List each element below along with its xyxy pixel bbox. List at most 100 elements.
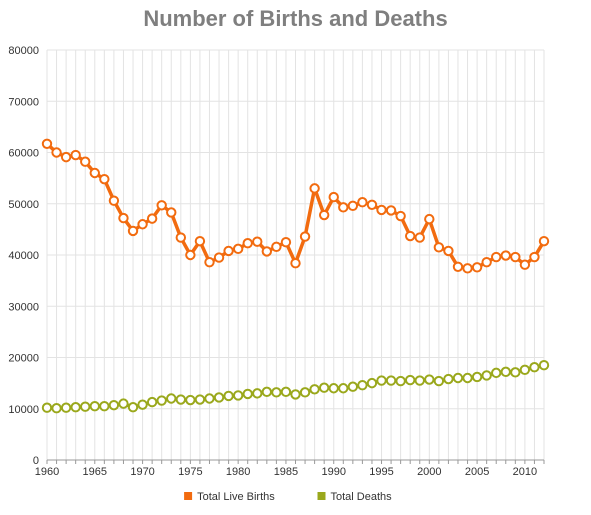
data-point-total-live-births: [538, 235, 550, 247]
data-point-total-deaths: [290, 389, 301, 400]
data-point-total-live-births: [99, 173, 110, 185]
data-point-total-deaths: [175, 394, 187, 405]
data-point-total-live-births: [338, 202, 349, 213]
data-point-total-deaths: [185, 394, 196, 406]
data-point-total-live-births: [500, 250, 511, 261]
x-tick-label: 2000: [417, 466, 441, 478]
data-point-total-live-births: [290, 258, 301, 269]
data-point-total-live-births: [510, 251, 521, 263]
data-point-total-deaths: [51, 403, 62, 414]
data-point-total-deaths: [41, 402, 53, 413]
data-point-total-live-births: [433, 242, 445, 253]
data-point-total-deaths: [357, 379, 368, 391]
data-point-total-live-births: [175, 232, 187, 243]
y-tick-label: 10000: [8, 404, 39, 416]
chart-title: Number of Births and Deaths: [143, 6, 448, 31]
data-point-total-deaths: [424, 374, 435, 385]
data-point-total-deaths: [60, 402, 72, 413]
x-tick-label: 1970: [130, 466, 154, 478]
data-point-total-live-births: [137, 219, 148, 230]
data-point-total-deaths: [252, 388, 263, 399]
data-point-total-deaths: [127, 402, 139, 413]
y-tick-label: 70000: [8, 96, 39, 108]
data-point-total-live-births: [232, 243, 244, 255]
data-point-total-live-births: [347, 200, 359, 212]
y-tick-label: 60000: [8, 148, 39, 160]
data-point-total-deaths: [70, 402, 81, 413]
data-point-total-live-births: [443, 245, 454, 257]
data-point-total-deaths: [99, 400, 110, 412]
x-tick-label: 1985: [274, 466, 298, 478]
x-tick-label: 1990: [321, 466, 345, 478]
data-point-total-live-births: [414, 232, 425, 243]
data-point-total-deaths: [146, 396, 158, 408]
data-point-total-deaths: [500, 366, 511, 378]
data-point-total-live-births: [376, 204, 387, 216]
data-point-total-live-births: [118, 212, 129, 224]
data-point-total-deaths: [347, 381, 359, 392]
data-point-total-deaths: [271, 387, 282, 398]
data-point-total-live-births: [299, 231, 311, 242]
data-point-total-deaths: [80, 401, 91, 412]
data-point-total-live-births: [70, 149, 81, 161]
data-point-total-live-births: [452, 261, 464, 272]
legend-marker-total-live-births: [184, 492, 193, 500]
data-point-total-live-births: [385, 205, 397, 216]
data-point-total-deaths: [204, 393, 215, 404]
data-point-total-live-births: [318, 209, 330, 221]
data-point-total-live-births: [60, 151, 72, 163]
data-point-total-live-births: [185, 249, 196, 261]
data-point-total-live-births: [242, 238, 253, 249]
x-tick-label: 1960: [35, 466, 59, 478]
data-point-total-deaths: [166, 393, 177, 404]
data-point-total-deaths: [433, 375, 445, 387]
x-tick-label: 1965: [83, 466, 107, 478]
data-point-total-deaths: [137, 399, 148, 410]
data-point-total-live-births: [529, 251, 540, 263]
data-point-total-live-births: [156, 200, 167, 211]
data-point-total-live-births: [213, 252, 225, 263]
data-point-total-live-births: [166, 207, 177, 218]
data-point-total-deaths: [223, 390, 234, 402]
data-point-total-deaths: [491, 367, 502, 379]
data-point-total-deaths: [213, 392, 225, 403]
data-point-total-deaths: [510, 367, 521, 378]
data-point-total-deaths: [309, 384, 320, 395]
data-point-total-live-births: [41, 138, 53, 149]
data-point-total-deaths: [328, 383, 339, 394]
data-point-total-deaths: [538, 359, 550, 371]
data-point-total-live-births: [481, 256, 492, 268]
data-point-total-deaths: [242, 388, 253, 400]
data-point-total-deaths: [194, 394, 206, 405]
data-point-total-live-births: [194, 235, 206, 247]
x-tick-label: 1995: [369, 466, 393, 478]
data-point-total-deaths: [232, 390, 244, 401]
data-point-total-live-births: [204, 256, 215, 268]
data-point-total-deaths: [385, 375, 397, 386]
data-point-total-live-births: [80, 156, 91, 167]
data-point-total-deaths: [414, 375, 425, 386]
data-point-total-live-births: [146, 213, 158, 224]
x-tick-label: 1975: [178, 466, 202, 478]
data-point-total-live-births: [519, 259, 531, 270]
data-point-total-deaths: [529, 362, 540, 373]
data-point-total-deaths: [481, 370, 492, 381]
data-point-total-deaths: [471, 371, 483, 383]
legend-label-total-live-births: Total Live Births: [197, 491, 275, 503]
data-point-total-deaths: [443, 373, 454, 385]
data-point-total-deaths: [462, 372, 473, 384]
data-point-total-live-births: [261, 246, 273, 257]
data-point-total-deaths: [338, 383, 349, 394]
data-point-total-live-births: [252, 236, 263, 247]
data-point-total-live-births: [462, 263, 473, 274]
data-point-total-deaths: [156, 395, 167, 406]
data-point-total-deaths: [519, 364, 531, 375]
data-point-total-live-births: [127, 225, 139, 237]
data-point-total-live-births: [366, 199, 378, 210]
x-tick-label: 2010: [513, 466, 537, 478]
data-point-total-live-births: [108, 195, 120, 206]
data-point-total-deaths: [280, 386, 292, 398]
data-point-total-deaths: [261, 386, 273, 398]
